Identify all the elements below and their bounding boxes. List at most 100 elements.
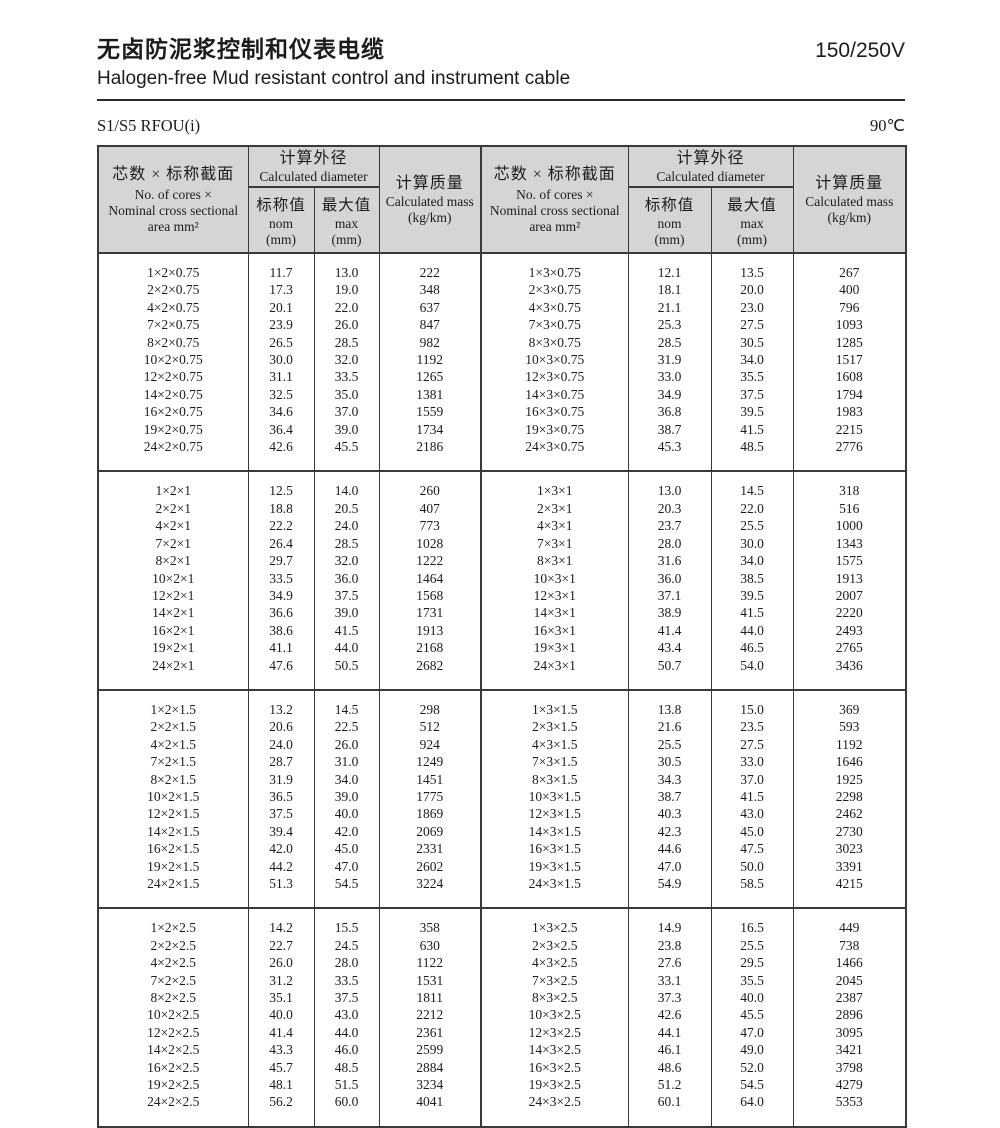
max-diameter-cell: 51.5 <box>313 1076 380 1094</box>
max-diameter-cell: 33.5 <box>313 971 380 990</box>
cores-area-cell: 10×3×1.5 <box>480 787 629 806</box>
table-row: 16×2×1.5 42.0 45.0 2331 16×3×1.5 44.6 47.5 3023 <box>97 840 907 858</box>
mass-cell: 1192 <box>378 351 483 369</box>
nom-diameter-cell: 31.6 <box>627 552 712 570</box>
cores-area-cell: 2×3×0.75 <box>480 281 629 299</box>
voltage-rating: 150/250V <box>815 39 905 62</box>
table-row: 10×2×1 33.5 36.0 1464 10×3×1 36.0 38.5 1913 <box>97 569 907 587</box>
nom-diameter-cell: 31.2 <box>247 971 315 990</box>
spec-group-1.5: 1×2×1.5 13.2 14.5 298 1×3×1.5 13.8 15.0 369 2×2×… <box>97 689 907 909</box>
mass-cell: 3224 <box>378 875 483 909</box>
cores-area-cell: 8×2×2.5 <box>97 989 249 1007</box>
mass-cell: 1646 <box>792 753 907 771</box>
cores-area-cell: 2×3×1.5 <box>480 718 629 736</box>
nom-diameter-cell: 28.7 <box>247 753 315 771</box>
max-diameter-cell: 49.0 <box>710 1041 794 1059</box>
nom-diameter-cell: 32.5 <box>247 385 315 404</box>
mass-cell: 1249 <box>378 753 483 771</box>
mass-cell: 1559 <box>378 403 483 421</box>
header-nom-left: 标称值 nom (mm) <box>247 186 315 254</box>
mass-cell: 369 <box>792 689 907 719</box>
max-diameter-cell: 48.5 <box>710 438 794 472</box>
table-row: 8×2×1 29.7 32.0 1222 8×3×1 31.6 34.0 1575 <box>97 552 907 570</box>
nom-diameter-cell: 11.7 <box>247 253 315 282</box>
mass-cell: 1794 <box>792 385 907 404</box>
model-code: S1/S5 RFOU(i) <box>97 116 201 135</box>
table-row: 7×2×0.75 23.9 26.0 847 7×3×0.75 25.3 27.5 1093 <box>97 316 907 334</box>
nom-diameter-cell: 42.3 <box>627 822 712 841</box>
nom-diameter-cell: 51.3 <box>247 875 315 909</box>
max-diameter-cell: 58.5 <box>710 875 794 909</box>
nom-diameter-cell: 17.3 <box>247 281 315 299</box>
nom-diameter-cell: 23.8 <box>627 936 712 955</box>
table-row: 16×2×1 38.6 41.5 1913 16×3×1 41.4 44.0 2493 <box>97 621 907 640</box>
mass-cell: 3023 <box>792 840 907 858</box>
nom-diameter-cell: 24.0 <box>247 735 315 754</box>
max-diameter-cell: 35.5 <box>710 368 794 386</box>
mass-cell: 2007 <box>792 586 907 605</box>
max-diameter-cell: 20.5 <box>313 499 380 518</box>
table-row: 2×2×2.5 22.7 24.5 630 2×3×2.5 23.8 25.5 738 <box>97 936 907 955</box>
mass-cell: 2220 <box>792 604 907 622</box>
cores-area-cell: 8×2×1 <box>97 552 249 570</box>
page-title-zh: 无卤防泥浆控制和仪表电缆 <box>97 36 385 62</box>
nom-diameter-cell: 40.0 <box>247 1006 315 1024</box>
max-diameter-cell: 20.0 <box>710 281 794 299</box>
max-diameter-cell: 35.0 <box>313 385 380 404</box>
mass-cell: 1568 <box>378 586 483 605</box>
max-diameter-cell: 54.0 <box>710 656 794 690</box>
mass-cell: 1028 <box>378 534 483 553</box>
mass-cell: 1925 <box>792 770 907 788</box>
cores-area-cell: 24×3×1.5 <box>480 875 629 909</box>
page-title-en: Halogen-free Mud resistant control and i… <box>97 68 571 89</box>
cores-area-cell: 16×3×2.5 <box>480 1058 629 1077</box>
cores-area-cell: 14×2×0.75 <box>97 385 249 404</box>
table-row: 7×2×2.5 31.2 33.5 1531 7×3×2.5 33.1 35.5 2045 <box>97 971 907 990</box>
mass-cell: 358 <box>378 908 483 937</box>
nom-diameter-cell: 41.1 <box>247 639 315 657</box>
cores-area-cell: 19×3×2.5 <box>480 1076 629 1094</box>
max-diameter-cell: 25.5 <box>710 517 794 535</box>
nom-diameter-cell: 13.2 <box>247 689 315 719</box>
cores-area-cell: 24×2×2.5 <box>97 1093 249 1127</box>
cores-area-cell: 4×3×0.75 <box>480 298 629 317</box>
max-diameter-cell: 46.0 <box>313 1041 380 1059</box>
max-diameter-cell: 28.5 <box>313 534 380 553</box>
nom-diameter-cell: 51.2 <box>627 1076 712 1094</box>
mass-cell: 5353 <box>792 1093 907 1127</box>
table-row: 14×2×2.5 43.3 46.0 2599 14×3×2.5 46.1 49.0 3421 <box>97 1041 907 1059</box>
table-row: 24×2×0.75 42.6 45.5 2186 24×3×0.75 45.3 48.5 27… <box>97 438 907 472</box>
max-diameter-cell: 13.0 <box>313 253 380 282</box>
nom-diameter-cell: 33.0 <box>627 368 712 386</box>
cores-area-cell: 4×2×1 <box>97 517 249 535</box>
mass-cell: 512 <box>378 718 483 736</box>
max-diameter-cell: 40.0 <box>313 805 380 823</box>
nom-diameter-cell: 29.7 <box>247 552 315 570</box>
nom-diameter-cell: 30.0 <box>247 351 315 369</box>
nom-diameter-cell: 33.1 <box>627 971 712 990</box>
header-diameter-right: 计算外径 Calculated diameter <box>627 145 794 188</box>
mass-cell: 2602 <box>378 857 483 875</box>
cores-area-cell: 24×3×0.75 <box>480 438 629 472</box>
mass-cell: 1265 <box>378 368 483 386</box>
mass-cell: 1466 <box>792 954 907 972</box>
mass-cell: 2599 <box>378 1041 483 1059</box>
max-diameter-cell: 13.5 <box>710 253 794 282</box>
header-mass-right: 计算质量 Calculated mass (kg/km) <box>792 145 907 254</box>
cores-area-cell: 12×3×1.5 <box>480 805 629 823</box>
table-row: 12×2×1 34.9 37.5 1568 12×3×1 37.1 39.5 2007 <box>97 586 907 605</box>
mass-cell: 1451 <box>378 770 483 788</box>
nom-diameter-cell: 35.1 <box>247 989 315 1007</box>
header-cores-area-left: 芯数 × 标称截面 No. of cores × Nominal cross s… <box>97 145 249 254</box>
nom-diameter-cell: 41.4 <box>627 621 712 640</box>
max-diameter-cell: 28.5 <box>313 333 380 352</box>
cores-area-cell: 7×2×1 <box>97 534 249 553</box>
nom-diameter-cell: 22.2 <box>247 517 315 535</box>
cores-area-cell: 19×3×1 <box>480 639 629 657</box>
max-diameter-cell: 25.5 <box>710 936 794 955</box>
mass-cell: 630 <box>378 936 483 955</box>
cores-area-cell: 14×2×2.5 <box>97 1041 249 1059</box>
cores-area-cell: 8×2×0.75 <box>97 333 249 352</box>
cores-area-cell: 19×2×2.5 <box>97 1076 249 1094</box>
table-row: 24×2×1 47.6 50.5 2682 24×3×1 50.7 54.0 3436 <box>97 656 907 690</box>
